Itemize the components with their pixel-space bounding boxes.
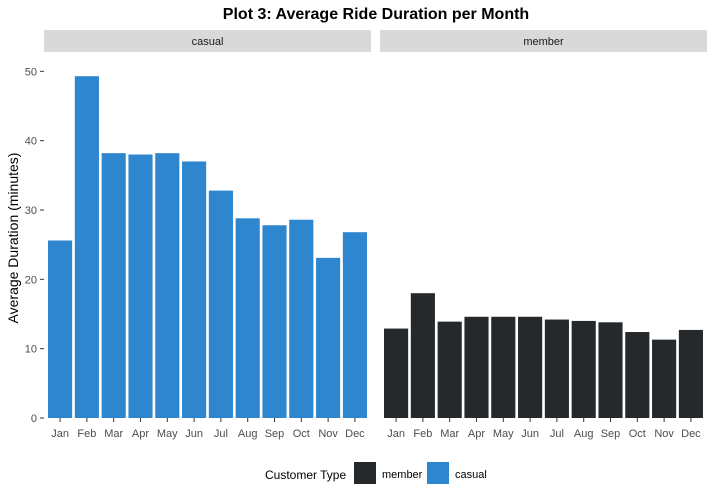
legend-title: Customer Type [265,468,346,482]
facet-panels: casual Jan Feb Mar Apr May Jun Jul Aug Sep Oct Nov D… [44,30,707,440]
x-tick-label: Aug [574,428,594,440]
bar-casual-dec [342,232,367,418]
bar-member-apr [464,316,489,418]
y-tick-label: 20 [25,274,37,286]
bar-member-may [491,316,516,418]
bar-member-dec [678,329,703,418]
x-tick-label: Jul [214,428,228,440]
x-tick-label: Feb [77,428,96,440]
bar-casual-apr [128,154,153,418]
x-tick-label: Dec [345,428,365,440]
chart-title: Plot 3: Average Ride Duration per Month [223,6,529,23]
bar-member-mar [437,321,462,418]
x-tick-label: Sep [265,428,285,440]
y-tick-label: 40 [25,136,37,148]
bar-casual-jan [48,240,73,418]
x-tick-label: Mar [440,428,459,440]
bar-casual-oct [289,219,314,418]
x-tick-label: Jul [550,428,564,440]
panel-casual: casual Jan Feb Mar Apr May Jun Jul Aug Sep Oct Nov D… [44,30,371,440]
legend-key-casual [427,462,449,484]
legend-items: member casual [354,462,487,484]
bar-member-jul [544,319,569,418]
x-tick-label: Jun [521,428,539,440]
y-tick-label: 10 [25,344,37,356]
y-tick-label: 30 [25,205,37,217]
x-tick-label: Apr [132,428,149,440]
x-tick-label: Nov [318,428,338,440]
x-tick-label: Mar [104,428,123,440]
panel-member: member Jan Feb Mar Apr May Jun Jul Aug Sep Oct Nov D… [380,30,707,440]
bar-member-jun [518,316,543,418]
x-tick-label: Dec [681,428,701,440]
bar-member-feb [410,293,435,418]
facet-strip [44,30,371,52]
facet-strip [380,30,707,52]
bar-casual-sep [262,225,287,418]
bar-member-aug [571,320,596,418]
x-tick-label: May [157,428,178,440]
y-axis-title: Average Duration (minutes) [5,153,21,324]
y-tick-label: 0 [31,413,37,425]
x-tick-label: Oct [293,428,310,440]
bar-member-jan [384,328,409,418]
legend-key-member [354,462,376,484]
facet-label: member [523,36,564,48]
bar-casual-mar [101,153,126,418]
y-tick-label: 50 [25,66,37,78]
x-tick-label: Jun [185,428,203,440]
legend-label-casual: casual [455,469,487,481]
bar-casual-feb [74,76,99,418]
bar-member-oct [625,332,650,418]
legend-label-member: member [382,469,423,481]
bar-member-sep [598,322,623,418]
bar-casual-nov [316,257,341,418]
bar-casual-may [155,153,180,418]
x-tick-label: May [493,428,514,440]
bar-casual-aug [235,218,260,418]
x-tick-label: Feb [413,428,432,440]
facet-label: casual [192,36,224,48]
bar-casual-jul [208,190,233,418]
x-tick-label: Sep [601,428,621,440]
y-axis: 0 10 20 30 40 50 [25,66,44,425]
x-tick-label: Nov [654,428,674,440]
x-tick-label: Jan [387,428,405,440]
bar-casual-jun [182,161,207,418]
bar-member-nov [652,339,677,418]
x-tick-label: Jan [51,428,69,440]
legend: Customer Type member casual [265,462,487,484]
x-tick-label: Oct [629,428,646,440]
x-tick-label: Apr [468,428,485,440]
x-tick-label: Aug [238,428,258,440]
